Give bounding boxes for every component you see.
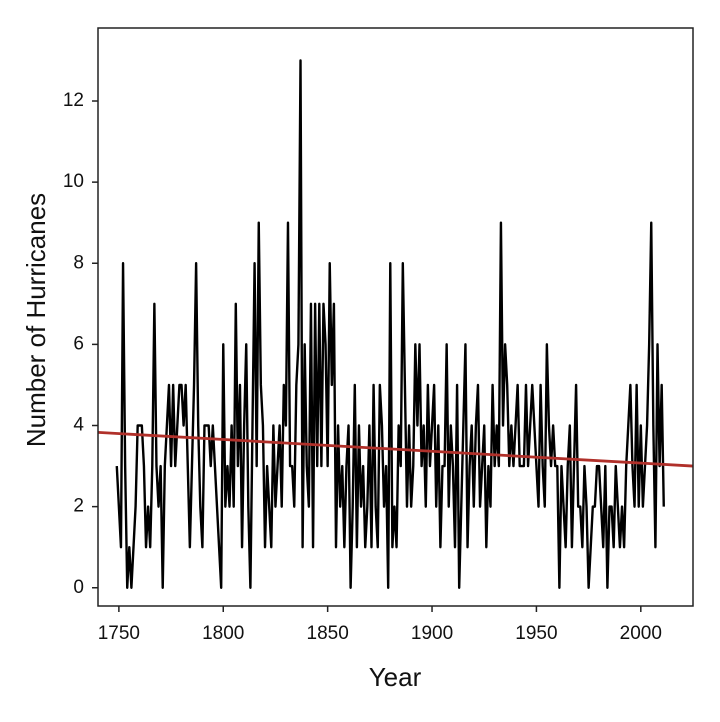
y-tick-label: 8 — [73, 252, 84, 273]
x-tick-label: 1850 — [307, 623, 349, 644]
y-axis-label: Number of Hurricanes — [21, 193, 51, 447]
y-tick-label: 0 — [73, 577, 84, 598]
y-tick-label: 4 — [73, 415, 84, 436]
x-tick-label: 1750 — [98, 623, 140, 644]
y-tick-label: 6 — [73, 333, 84, 354]
data-line — [115, 59, 665, 589]
x-tick-label: 1950 — [515, 623, 557, 644]
trend-line — [97, 431, 694, 468]
x-tick-label: 1800 — [202, 623, 244, 644]
x-tick-label: 2000 — [620, 623, 662, 644]
y-tick-label: 2 — [73, 496, 84, 517]
plot-frame — [97, 27, 694, 607]
y-tick-label: 12 — [63, 90, 84, 111]
x-axis-label: Year — [369, 662, 422, 692]
y-tick-label: 10 — [63, 171, 84, 192]
x-tick-label: 1900 — [411, 623, 453, 644]
